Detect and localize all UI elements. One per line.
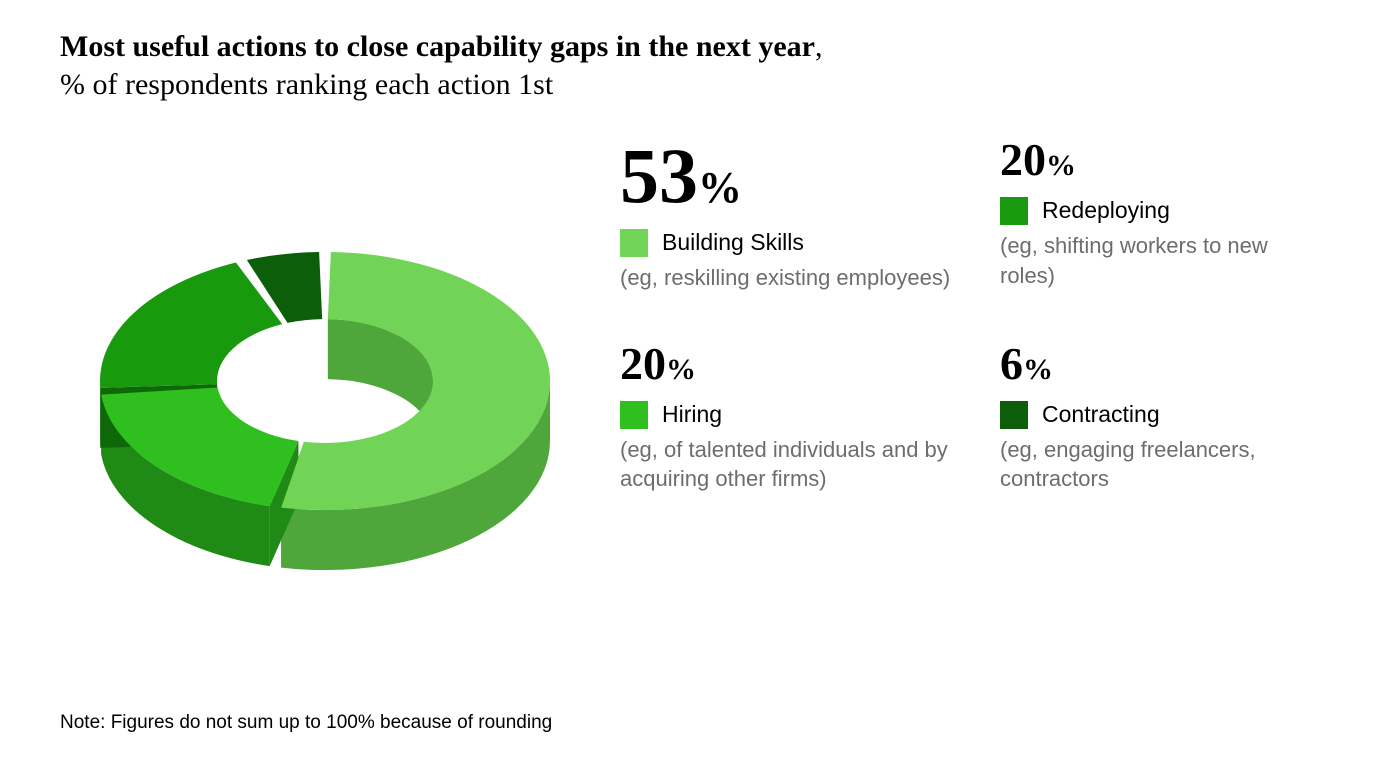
- legend-value-number: 20: [620, 338, 666, 389]
- legend-value-percent: %: [698, 163, 742, 212]
- legend-value: 53%: [620, 137, 980, 215]
- legend-label: Redeploying: [1042, 197, 1170, 225]
- legend-desc: (eg, shifting workers to new roles): [1000, 231, 1300, 290]
- legend-value-number: 20: [1000, 134, 1046, 185]
- legend-label-row: Hiring: [620, 401, 980, 429]
- donut-slice-redeploying: [100, 262, 282, 387]
- legend-desc: (eg, reskilling existing employees): [620, 263, 980, 293]
- legend-grid: 53% Building Skills (eg, reskilling existi…: [620, 131, 1340, 494]
- title-block: Most useful actions to close capability …: [60, 28, 1340, 103]
- title-subtitle: % of respondents ranking each action 1st: [60, 66, 1340, 104]
- legend-label: Building Skills: [662, 229, 804, 257]
- legend-item-hiring: 20% Hiring (eg, of talented individuals an…: [620, 341, 980, 494]
- legend-value-number: 6: [1000, 338, 1023, 389]
- title-line-1: Most useful actions to close capability …: [60, 28, 1340, 66]
- donut-svg: [60, 131, 620, 691]
- footnote: Note: Figures do not sum up to 100% beca…: [60, 712, 552, 734]
- legend-swatch: [620, 401, 648, 429]
- legend-swatch: [1000, 197, 1028, 225]
- legend-item-redeploying: 20% Redeploying (eg, shifting workers to n…: [1000, 137, 1300, 293]
- legend-value-number: 53: [620, 132, 698, 219]
- legend-desc: (eg, engaging freelancers, contractors: [1000, 435, 1300, 494]
- legend-value: 20%: [1000, 137, 1300, 183]
- legend-item-building_skills: 53% Building Skills (eg, reskilling existi…: [620, 137, 980, 293]
- infographic-root: Most useful actions to close capability …: [0, 0, 1400, 766]
- legend-value-percent: %: [1046, 149, 1076, 182]
- legend-desc: (eg, of talented individuals and by acqu…: [620, 435, 980, 494]
- legend-item-contracting: 6% Contracting (eg, engaging freelancers, …: [1000, 341, 1300, 494]
- title-separator: ,: [815, 30, 823, 63]
- legend-label-row: Building Skills: [620, 229, 980, 257]
- legend-swatch: [620, 229, 648, 257]
- legend-label: Hiring: [662, 401, 722, 429]
- legend-label-row: Contracting: [1000, 401, 1300, 429]
- legend-value: 20%: [620, 341, 980, 387]
- legend-swatch: [1000, 401, 1028, 429]
- body-row: 53% Building Skills (eg, reskilling existi…: [60, 131, 1340, 696]
- legend-label-row: Redeploying: [1000, 197, 1300, 225]
- legend-value: 6%: [1000, 341, 1300, 387]
- legend-value-percent: %: [666, 353, 696, 386]
- title-bold: Most useful actions to close capability …: [60, 30, 815, 63]
- legend-value-percent: %: [1023, 353, 1053, 386]
- legend-label: Contracting: [1042, 401, 1160, 429]
- donut-chart: [60, 131, 620, 696]
